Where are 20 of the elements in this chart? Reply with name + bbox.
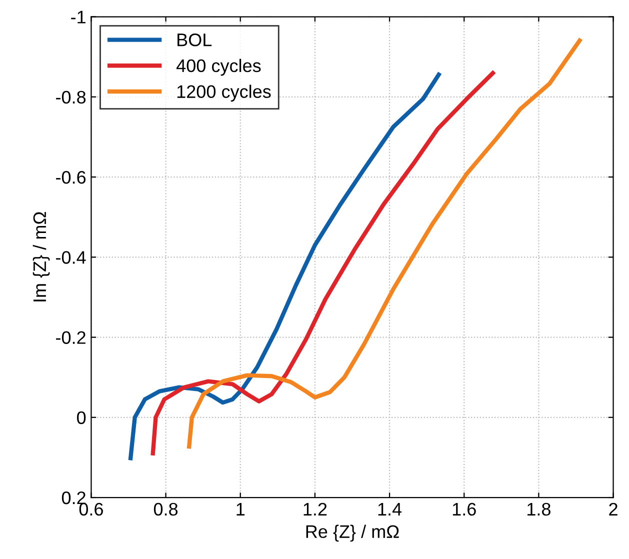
x-tick-label: 1.4 — [378, 503, 402, 516]
y-axis-title: Im {Z} / mΩ — [32, 212, 50, 302]
x-tick-label: 1.6 — [452, 502, 476, 516]
y-tick-label: -1 — [71, 10, 86, 24]
x-tick-label: 2 — [609, 502, 618, 516]
x-axis-title: Re {Z} / mΩ — [306, 524, 399, 542]
x-tick-label: 1.8 — [528, 502, 550, 516]
legend-label: 400 cycles — [176, 58, 261, 76]
y-tick-label: -0.4 — [56, 251, 86, 264]
x-tick-label: 1 — [236, 503, 245, 516]
y-tick-label: -0.6 — [56, 170, 86, 184]
y-tick-label: -0.8 — [56, 90, 86, 104]
x-tick-label: 0.8 — [154, 502, 178, 516]
y-tick-label: 0.2 — [62, 491, 86, 504]
x-tick-label: 0.6 — [79, 502, 103, 516]
legend-label: 1200 cycles — [177, 84, 271, 102]
y-tick-label: 0 — [77, 411, 86, 424]
legend-label: BOL — [178, 33, 212, 46]
x-tick-label: 1.2 — [304, 502, 327, 516]
y-tick-label: -0.2 — [56, 331, 86, 344]
